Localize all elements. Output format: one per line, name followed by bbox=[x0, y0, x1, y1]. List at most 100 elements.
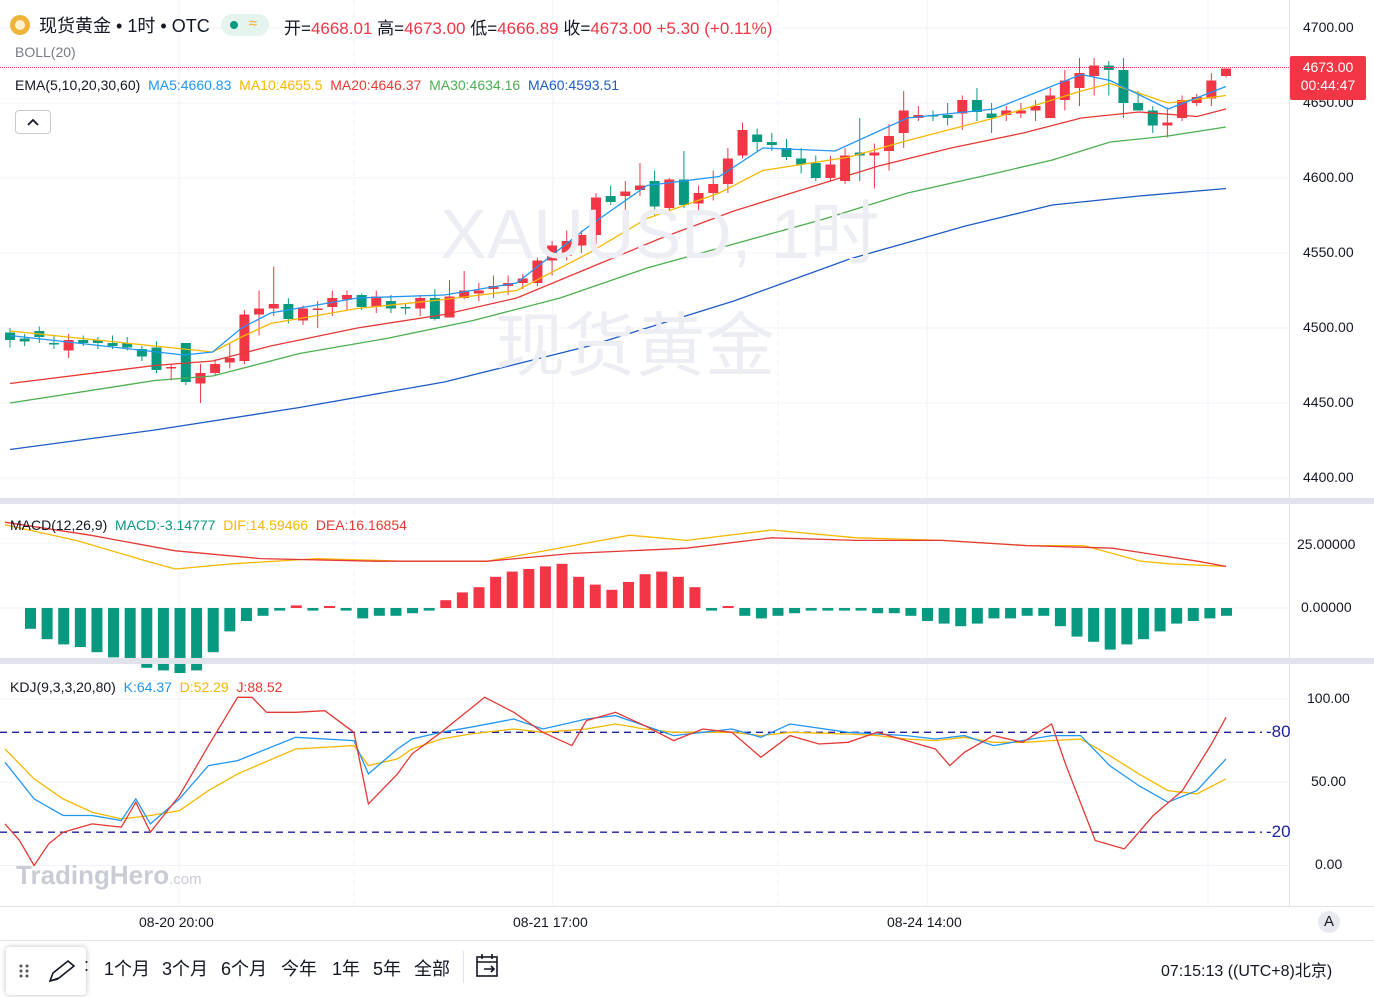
macd-histogram-bar bbox=[473, 587, 485, 608]
exchange: OTC bbox=[171, 16, 210, 36]
macd-histogram-bar bbox=[108, 608, 120, 658]
macd-histogram-bar bbox=[988, 608, 1000, 619]
candle-body bbox=[708, 184, 719, 193]
macd-histogram-bar bbox=[706, 608, 718, 611]
macd-histogram-bar bbox=[789, 608, 801, 614]
candle-body bbox=[341, 295, 352, 300]
candle-body bbox=[1045, 95, 1056, 118]
open-value: 4668.01 bbox=[310, 19, 373, 38]
last-price-tag: 4673.00 00:44:47 bbox=[1290, 56, 1366, 100]
macd-histogram-bar bbox=[755, 608, 767, 619]
gold-coin-icon bbox=[10, 15, 30, 35]
auto-scale-button[interactable]: A bbox=[1318, 911, 1340, 933]
candle-body bbox=[752, 134, 763, 142]
candle-body bbox=[664, 179, 675, 208]
interval: 1时 bbox=[127, 16, 156, 36]
macd-histogram-bar bbox=[905, 608, 917, 616]
grip-icon[interactable] bbox=[18, 963, 30, 979]
range-ytd-button[interactable]: 今年 bbox=[281, 959, 317, 979]
macd-histogram-bar bbox=[1038, 608, 1050, 616]
macd-histogram-bar bbox=[955, 608, 967, 627]
dea-value: DEA:16.16854 bbox=[315, 517, 407, 533]
macd-histogram-bar bbox=[191, 608, 203, 671]
macd-histogram-bar bbox=[174, 608, 186, 673]
macd-histogram-bar bbox=[1204, 608, 1216, 619]
macd-histogram-bar bbox=[240, 608, 252, 621]
market-status-badge[interactable]: ≈ bbox=[220, 14, 269, 36]
range-5y-button[interactable]: 5年 bbox=[373, 959, 402, 979]
candle-body bbox=[634, 185, 645, 190]
candle-body bbox=[254, 308, 265, 315]
drawing-toolbar-popup[interactable] bbox=[6, 947, 86, 995]
macd-histogram-bar bbox=[124, 608, 136, 663]
candle-body bbox=[810, 163, 821, 178]
candle-body bbox=[781, 148, 792, 157]
pencil-icon[interactable] bbox=[46, 957, 80, 987]
range-all-button[interactable]: 全部 bbox=[414, 959, 450, 979]
macd-histogram-bar bbox=[772, 608, 784, 616]
candle-body bbox=[840, 155, 851, 181]
macd-histogram-bar bbox=[74, 608, 86, 647]
macd-histogram-bar bbox=[1088, 608, 1100, 642]
macd-histogram-bar bbox=[456, 592, 468, 608]
candle-body bbox=[649, 181, 660, 207]
ema-legend[interactable]: EMA(5,10,20,30,60) MA5:4660.83 MA10:4655… bbox=[15, 77, 619, 93]
date-range-icon[interactable] bbox=[474, 952, 502, 980]
macd-histogram-bar bbox=[672, 576, 684, 608]
candle-body bbox=[63, 340, 74, 351]
separator: • bbox=[116, 16, 123, 36]
clock-timezone[interactable]: 07:15:13 ((UTC+8)北京) bbox=[1161, 963, 1333, 980]
macd-histogram-bar bbox=[324, 606, 335, 608]
macd-histogram-bar bbox=[1221, 608, 1232, 616]
candle-body bbox=[1089, 65, 1100, 76]
kdj-legend[interactable]: KDJ(9,3,3,20,80) K:64.37 D:52.29 J:88.52 bbox=[10, 679, 282, 695]
candle-body bbox=[971, 100, 982, 112]
price-tick: 4450.00 bbox=[1303, 394, 1354, 410]
symbol-legend[interactable]: 现货黄金 • 1时 • OTC ≈ bbox=[10, 12, 269, 38]
pane-divider[interactable] bbox=[0, 658, 1374, 664]
macd-histogram-bar bbox=[390, 608, 402, 616]
macd-histogram-bar bbox=[623, 582, 634, 608]
ma10-line bbox=[9, 82, 1227, 353]
macd-histogram-bar bbox=[1121, 608, 1133, 645]
macd-histogram-bar bbox=[340, 608, 352, 611]
price-tick: 4550.00 bbox=[1303, 244, 1354, 260]
macd-histogram-bar bbox=[290, 605, 302, 608]
candle-body bbox=[1177, 100, 1188, 118]
range-truncated: : bbox=[84, 955, 90, 975]
macd-histogram-bar bbox=[1005, 608, 1017, 619]
range-1y-button[interactable]: 1年 bbox=[332, 959, 361, 979]
candle-body bbox=[766, 142, 777, 145]
macd-histogram-bar bbox=[440, 600, 452, 608]
range-6m-button[interactable]: 6个月 bbox=[221, 959, 268, 979]
kdj-lower-level: 20 bbox=[1271, 822, 1291, 841]
macd-histogram-bar bbox=[506, 571, 518, 608]
last-price-line bbox=[0, 67, 1289, 68]
macd-histogram-bar bbox=[606, 589, 618, 608]
macd-legend[interactable]: MACD(12,26,9) MACD:-3.14777 DIF:14.59466… bbox=[10, 517, 407, 533]
macd-histogram-bar bbox=[1104, 608, 1116, 650]
candle-body bbox=[122, 343, 133, 348]
pane-divider[interactable] bbox=[0, 498, 1374, 504]
kdj-tick: 50.00 bbox=[1311, 773, 1347, 789]
macd-label: MACD(12,26,9) bbox=[10, 517, 108, 533]
candle-body bbox=[942, 115, 953, 118]
boll-indicator-label[interactable]: BOLL(20) bbox=[15, 44, 76, 60]
macd-histogram-bar bbox=[407, 608, 419, 614]
collapse-legend-button[interactable] bbox=[15, 110, 51, 134]
candle-body bbox=[136, 349, 147, 357]
brand-name: TradingHero bbox=[16, 860, 170, 890]
separator: • bbox=[160, 16, 167, 36]
candle-body bbox=[1015, 110, 1026, 114]
macd-histogram-bar bbox=[805, 608, 817, 611]
candle-body bbox=[1147, 110, 1158, 126]
candle-body bbox=[1206, 80, 1217, 99]
macd-histogram-bar bbox=[423, 608, 435, 611]
range-1m-button[interactable]: 1个月 bbox=[104, 959, 151, 979]
range-3m-button[interactable]: 3个月 bbox=[162, 959, 209, 979]
macd-value: MACD:-3.14777 bbox=[115, 517, 216, 533]
candle-body bbox=[429, 298, 440, 319]
candle-body bbox=[737, 130, 748, 156]
macd-histogram-bar bbox=[141, 608, 153, 668]
